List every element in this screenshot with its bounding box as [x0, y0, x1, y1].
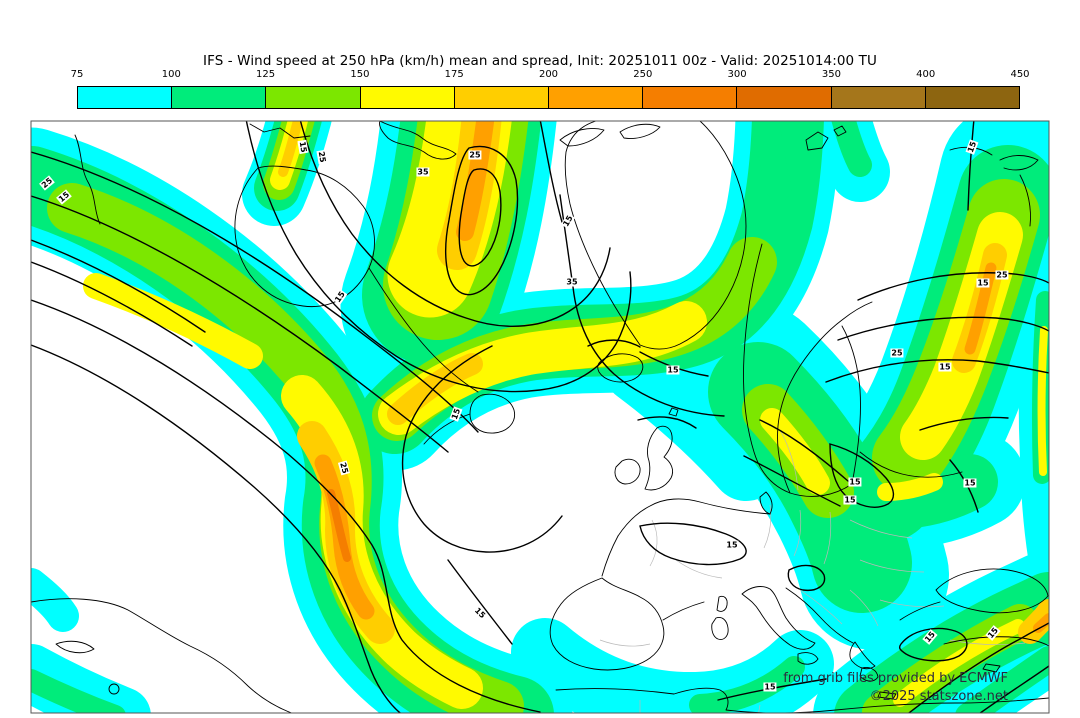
contour-label: 15: [763, 682, 777, 692]
chart-title: IFS - Wind speed at 250 hPa (km/h) mean …: [203, 53, 877, 69]
colorbar-segment: [925, 87, 1020, 108]
contour-label: 15: [976, 278, 990, 288]
contour-label: 15: [848, 477, 862, 487]
contour-label: 35: [565, 277, 579, 287]
credits-source: from grib files provided by ECMWF: [783, 671, 1008, 686]
colorbar-segment: [737, 87, 832, 108]
contour-label: 15: [938, 362, 952, 372]
contour-label: 15: [922, 629, 938, 645]
colorbar-segment: [454, 87, 550, 108]
colorbar-tick: 300: [727, 69, 747, 80]
credits-copyright: ©2025 statszone.net: [869, 689, 1008, 704]
colorbar-tick: 450: [1010, 69, 1030, 80]
colorbar-segment: [360, 87, 455, 108]
colorbar-segment: [78, 87, 173, 108]
contour-label: 15: [297, 139, 309, 155]
contour-label: 15: [963, 478, 977, 488]
colorbar-tick: 200: [538, 69, 559, 80]
colorbar-tick: 350: [821, 69, 841, 80]
contour-label: 15: [666, 365, 680, 375]
colorbar-segment: [643, 87, 738, 108]
colorbar-tick: 75: [70, 69, 84, 80]
spread-contours: [31, 121, 1049, 713]
contour-label: 25: [337, 460, 351, 476]
contour-label: 15: [725, 540, 739, 550]
colorbar-tick: 175: [444, 69, 464, 80]
map-frame: [30, 120, 1050, 714]
contour-label: 15: [332, 289, 348, 305]
contour-label: 15: [560, 213, 576, 229]
colorbar-segment: [831, 87, 926, 108]
colorbar-tick: 100: [161, 69, 181, 80]
colorbar-segment: [266, 87, 361, 108]
colorbar-tick: 125: [256, 69, 276, 80]
colorbar-tick: 250: [633, 69, 653, 80]
contour-label: 15: [843, 495, 857, 505]
contour-label: 15: [472, 605, 488, 621]
contour-label: 15: [449, 406, 463, 422]
contour-label: 15: [56, 189, 72, 205]
colorbar-segment: [172, 87, 267, 108]
contour-label: 15: [985, 625, 1001, 641]
colorbar-segment: [549, 87, 644, 108]
contour-label: 25: [995, 270, 1009, 280]
wind-speed-fill-bands: [31, 121, 1049, 713]
colorbar-ticks: 75 100 125 150 175 200 250 300 350 400 450: [71, 69, 1030, 81]
contour-label: 25: [39, 175, 55, 191]
contour-label: 25: [468, 150, 482, 160]
colorbar-tick: 150: [350, 69, 370, 80]
contour-label: 25: [890, 348, 904, 358]
contour-label: 35: [416, 167, 430, 177]
contour-label: 25: [316, 149, 328, 165]
colorbar-tick: 400: [916, 69, 936, 80]
contour-label: 15: [965, 139, 979, 155]
colorbar: [77, 86, 1020, 109]
